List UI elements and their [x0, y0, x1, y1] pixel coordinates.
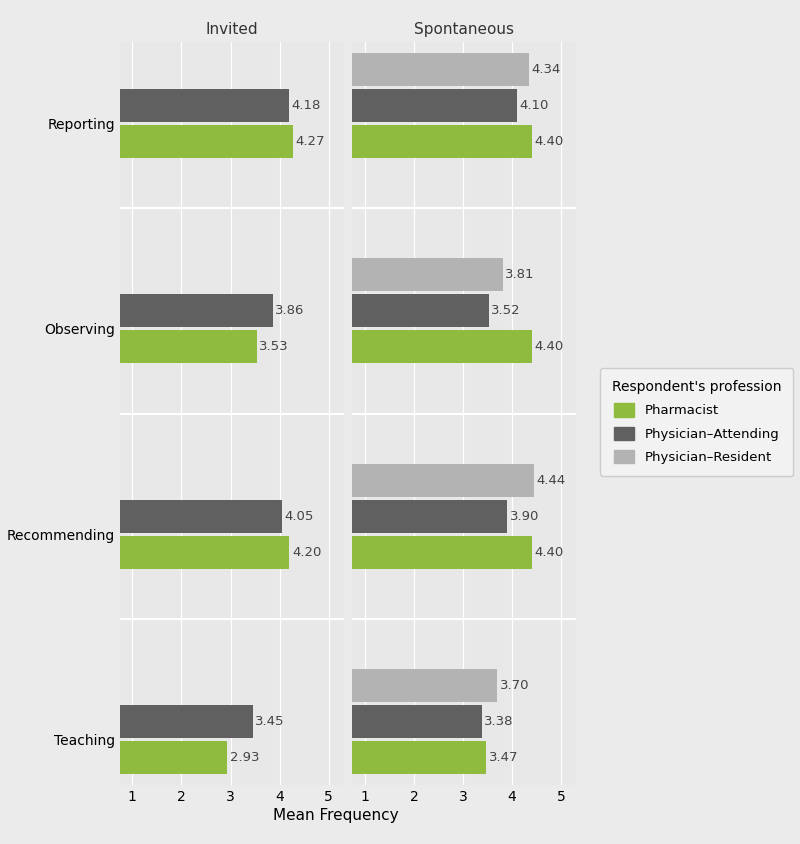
Text: 3.90: 3.90	[510, 510, 539, 522]
Text: 3.53: 3.53	[259, 340, 289, 354]
Text: 3.52: 3.52	[491, 305, 521, 317]
Text: 4.40: 4.40	[534, 546, 563, 559]
Text: 4.44: 4.44	[536, 473, 566, 487]
Bar	[120, 295, 273, 327]
Bar	[353, 463, 534, 497]
Text: 4.40: 4.40	[534, 340, 563, 354]
Text: 3.47: 3.47	[489, 751, 518, 764]
Text: 4.34: 4.34	[531, 63, 561, 76]
Bar	[353, 500, 507, 533]
Bar	[353, 295, 489, 327]
Text: 4.05: 4.05	[285, 510, 314, 522]
Bar	[353, 669, 498, 702]
Bar	[353, 536, 532, 569]
Y-axis label: Contribution Type: Contribution Type	[0, 346, 2, 481]
Bar	[120, 536, 290, 569]
Text: 4.27: 4.27	[295, 135, 325, 148]
Title: Invited: Invited	[206, 22, 258, 37]
Bar	[120, 330, 257, 364]
Text: 3.38: 3.38	[484, 715, 514, 728]
Text: Mean Frequency: Mean Frequency	[273, 808, 399, 823]
Text: 3.70: 3.70	[500, 679, 530, 692]
Bar	[120, 741, 227, 774]
Text: 3.45: 3.45	[255, 715, 285, 728]
Text: 4.40: 4.40	[534, 135, 563, 148]
Bar	[120, 705, 253, 738]
Bar	[353, 89, 517, 122]
Bar	[120, 500, 282, 533]
Text: 3.86: 3.86	[275, 305, 305, 317]
Text: 3.81: 3.81	[506, 268, 534, 281]
Bar	[353, 53, 529, 86]
Text: 4.18: 4.18	[291, 99, 320, 112]
Text: 2.93: 2.93	[230, 751, 259, 764]
Bar	[353, 258, 503, 291]
Bar	[353, 741, 486, 774]
Bar	[353, 705, 482, 738]
Title: Spontaneous: Spontaneous	[414, 22, 514, 37]
Text: 4.10: 4.10	[519, 99, 549, 112]
Bar	[353, 330, 532, 364]
Bar	[120, 125, 293, 158]
Bar	[120, 89, 289, 122]
Bar	[353, 125, 532, 158]
Legend: Pharmacist, Physician–Attending, Physician–Resident: Pharmacist, Physician–Attending, Physici…	[600, 368, 794, 476]
Text: 4.20: 4.20	[292, 546, 322, 559]
